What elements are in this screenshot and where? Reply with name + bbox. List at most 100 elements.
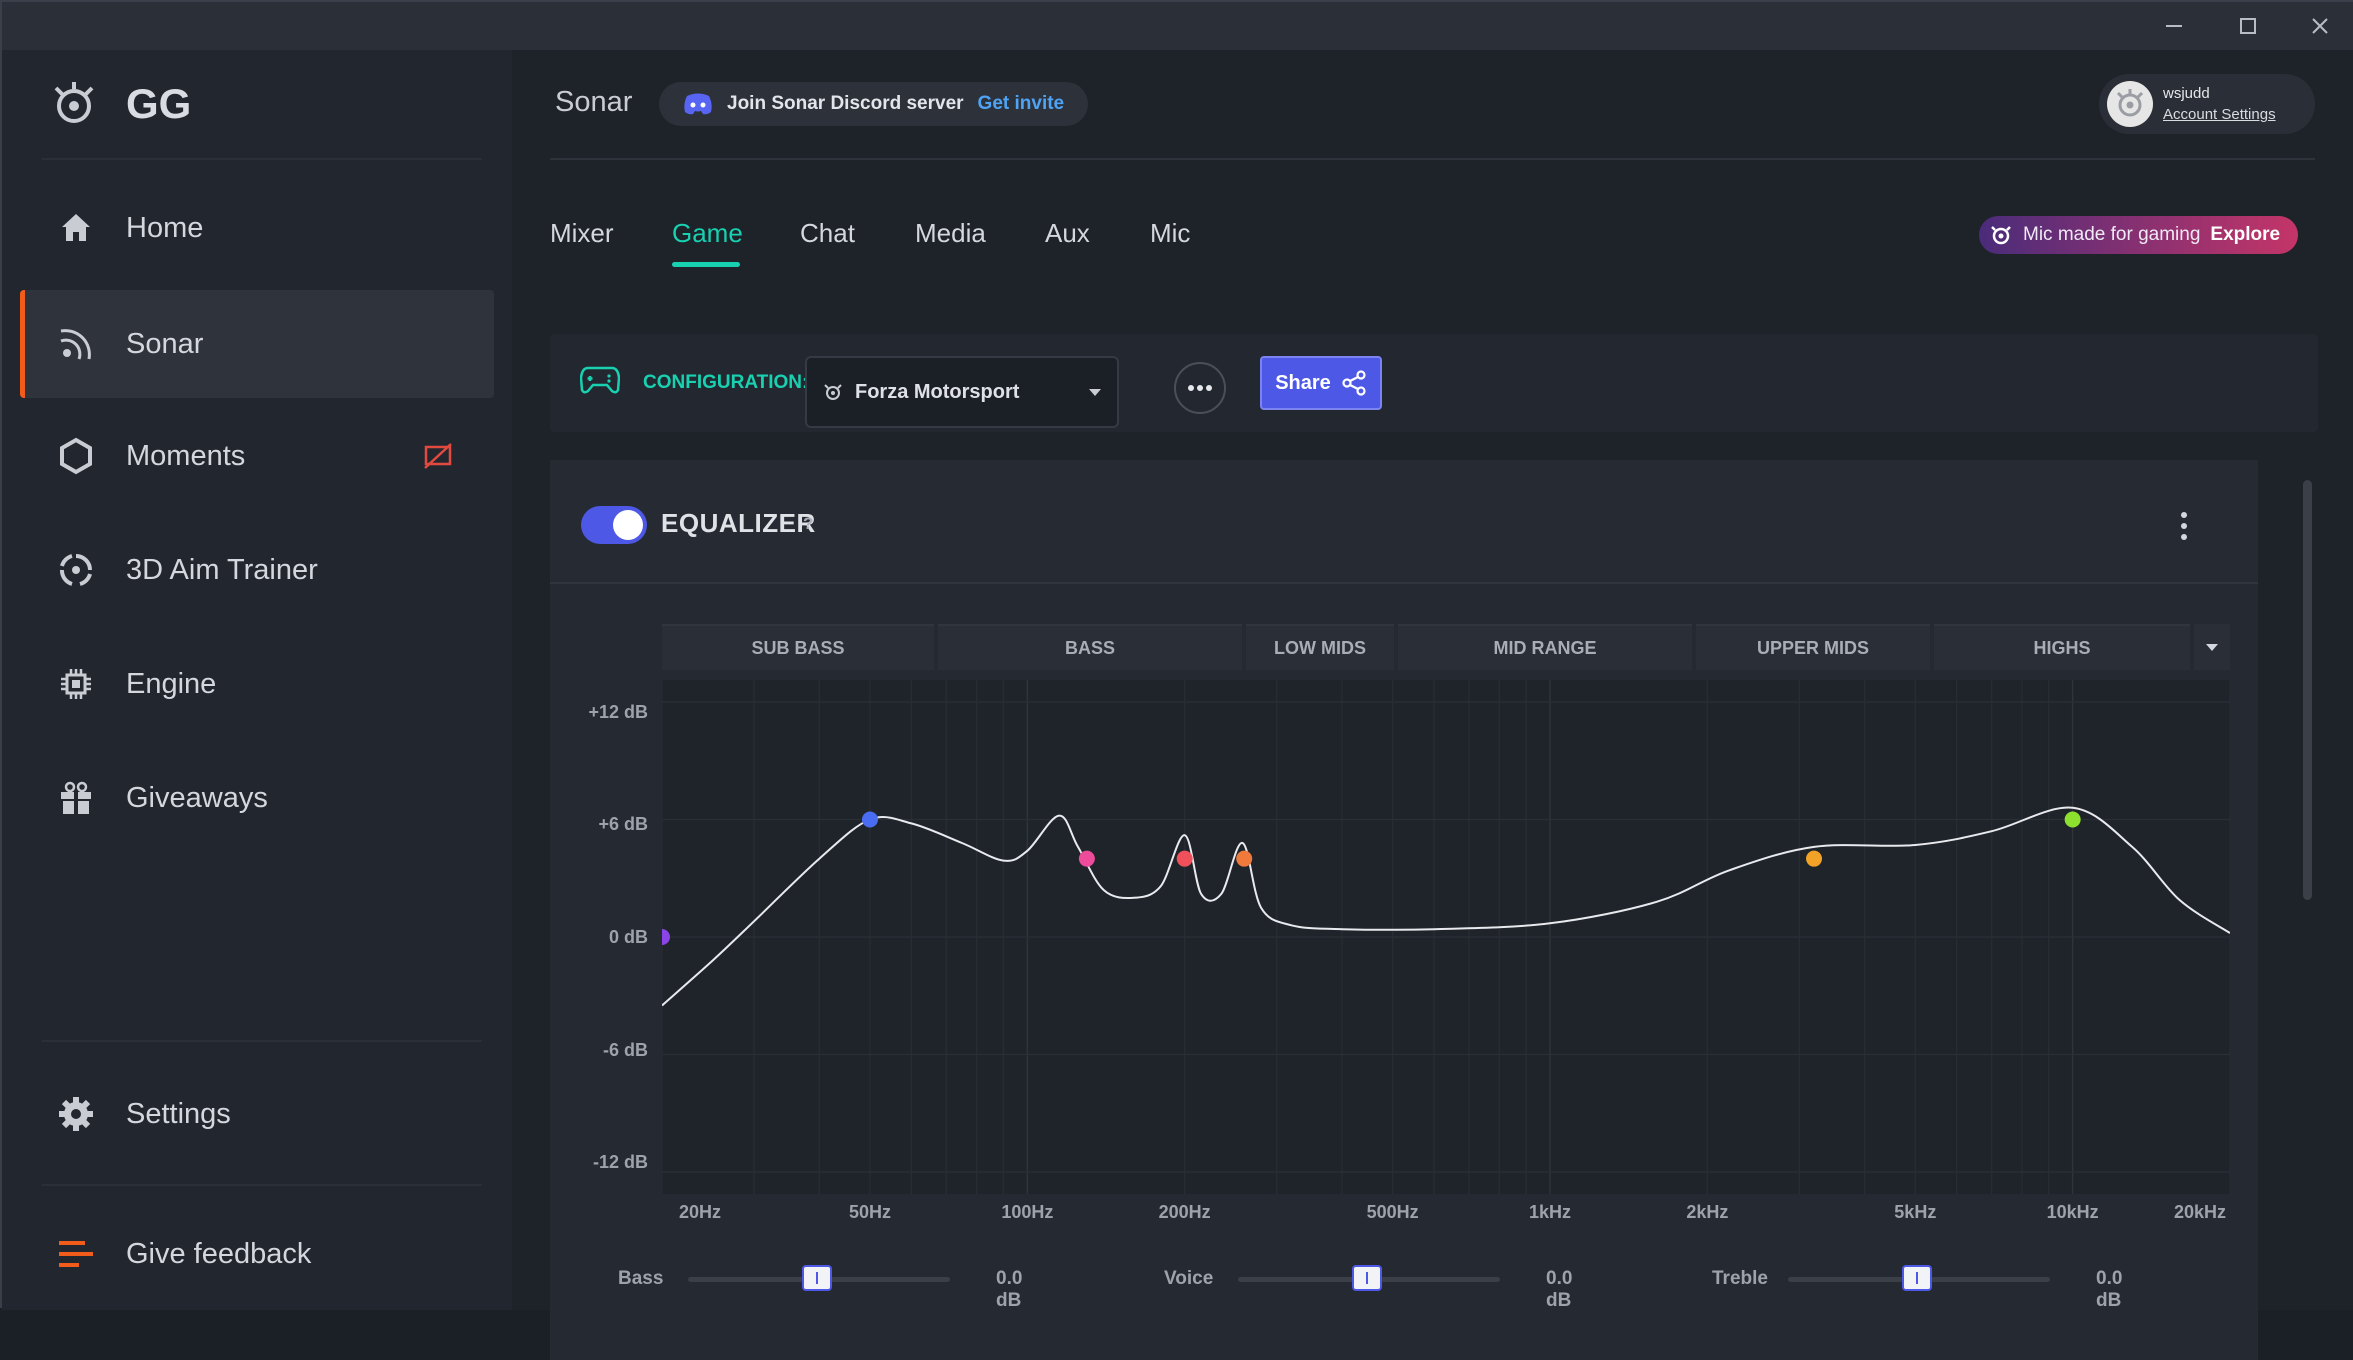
record-off-icon: [422, 440, 454, 480]
sidebar-item-label: Home: [126, 211, 204, 244]
gamepad-icon: [580, 366, 620, 394]
bands-dropdown-button[interactable]: [2194, 624, 2230, 670]
sidebar-item-sonar[interactable]: Sonar: [20, 290, 494, 398]
sidebar-divider: [42, 158, 482, 160]
x-tick-label: 20Hz: [678, 1202, 722, 1222]
minimize-icon[interactable]: [2148, 8, 2200, 44]
sidebar-item-3d-aim-trainer[interactable]: 3D Aim Trainer: [20, 516, 494, 624]
sidebar-item-home[interactable]: Home: [20, 174, 494, 282]
eq-control-point[interactable]: [662, 929, 670, 945]
x-tick-label: 200Hz: [1158, 1202, 1211, 1222]
sidebar-item-label: Settings: [126, 1097, 231, 1130]
sidebar-item-engine[interactable]: Engine: [20, 630, 494, 738]
tab-chat[interactable]: Chat: [800, 218, 855, 248]
share-button[interactable]: Share: [1260, 356, 1382, 410]
steelseries-promo-icon: [1991, 226, 2011, 245]
get-invite-link[interactable]: Get invite: [977, 93, 1065, 114]
sidebar-item-label: 3D Aim Trainer: [126, 553, 318, 586]
avatar: [2107, 81, 2153, 127]
chip-icon: [56, 664, 96, 704]
band-highs[interactable]: HIGHS: [1934, 624, 2190, 670]
equalizer-chart[interactable]: [662, 680, 2230, 1194]
sidebar-item-label: Sonar: [126, 327, 204, 360]
help-icon[interactable]: ?: [803, 514, 814, 533]
scrollbar-thumb[interactable]: [2303, 480, 2312, 900]
configuration-select[interactable]: Forza Motorsport: [805, 356, 1119, 428]
steelseries-avatar-icon: [2116, 89, 2144, 117]
scrollbar[interactable]: [2300, 432, 2314, 1310]
account-settings-link[interactable]: Account Settings: [2163, 106, 2276, 123]
eq-control-point[interactable]: [2064, 811, 2081, 828]
band-mid-range[interactable]: MID RANGE: [1398, 624, 1692, 670]
equalizer-menu-button[interactable]: [2160, 502, 2208, 550]
sidebar-item-label: Giveaways: [126, 781, 268, 814]
slider-thumb[interactable]: [1902, 1265, 1932, 1291]
mic-promo-banner[interactable]: Mic made for gaming Explore: [1979, 216, 2299, 254]
band-sub-bass[interactable]: SUB BASS: [662, 624, 934, 670]
eq-curve: [662, 806, 2230, 1007]
sidebar-divider: [42, 1184, 482, 1186]
toggle-knob: [613, 510, 643, 540]
header-divider: [550, 158, 2315, 160]
band-upper-mids[interactable]: UPPER MIDS: [1696, 624, 1930, 670]
band-low-mids[interactable]: LOW MIDS: [1246, 624, 1394, 670]
maximize-icon[interactable]: [2222, 8, 2274, 44]
account-username: wsjudd: [2163, 85, 2210, 102]
steelseries-logo-icon: [54, 82, 94, 123]
slider-label: Voice: [1164, 1268, 1214, 1289]
sidebar-item-label: Engine: [126, 667, 217, 700]
configuration-label: CONFIGURATION:: [643, 372, 809, 393]
y-tick-label: +6 dB: [598, 814, 648, 834]
x-tick-label: 10kHz: [2046, 1202, 2099, 1222]
slider-thumb[interactable]: [802, 1265, 832, 1291]
discord-banner[interactable]: Join Sonar Discord server Get invite: [659, 82, 1089, 126]
tab-media[interactable]: Media: [915, 218, 986, 248]
sidebar-item-giveaways[interactable]: Giveaways: [20, 744, 494, 852]
tab-aux[interactable]: Aux: [1045, 218, 1090, 248]
eq-control-point[interactable]: [861, 811, 878, 828]
crosshair-icon: [56, 550, 96, 590]
explore-link[interactable]: Explore: [2210, 224, 2281, 245]
ellipsis-icon: [1188, 385, 1212, 391]
feedback-icon: [56, 1234, 96, 1274]
chevron-down-icon: [2206, 644, 2218, 651]
equalizer-toggle[interactable]: [581, 506, 647, 544]
logo-text: GG: [126, 80, 192, 127]
sidebar-item-moments[interactable]: Moments: [20, 402, 494, 510]
home-icon: [56, 208, 96, 248]
sidebar-item-label: Give feedback: [126, 1237, 312, 1270]
eq-control-point[interactable]: [1236, 850, 1253, 867]
sidebar-item-settings[interactable]: Settings: [20, 1060, 494, 1168]
eq-control-point[interactable]: [1176, 850, 1193, 867]
slider-label: Treble: [1712, 1268, 1768, 1289]
tab-mixer[interactable]: Mixer: [550, 218, 614, 248]
chevron-down-icon: [1089, 389, 1101, 396]
close-icon[interactable]: [2294, 8, 2346, 44]
account-menu[interactable]: wsjudd Account Settings: [2099, 74, 2315, 134]
app-logo[interactable]: GG: [50, 80, 191, 128]
slider-thumb[interactable]: [1352, 1265, 1382, 1291]
more-options-button[interactable]: [1174, 362, 1226, 414]
x-tick-label: 50Hz: [848, 1202, 891, 1222]
discord-text: Join Sonar Discord server: [727, 93, 964, 114]
slider-value: 0.0 dB: [996, 1268, 1023, 1311]
x-tick-label: 500Hz: [1366, 1202, 1419, 1222]
slider-label: Bass: [618, 1268, 664, 1289]
sidebar-item-label: Moments: [126, 439, 246, 472]
eq-control-point[interactable]: [1078, 850, 1095, 867]
x-tick-label: 1kHz: [1528, 1202, 1571, 1222]
sonar-icon: [56, 324, 96, 364]
y-tick-label: -6 dB: [603, 1040, 648, 1060]
share-label: Share: [1275, 371, 1331, 394]
tab-game[interactable]: Game: [672, 218, 743, 248]
tab-mic[interactable]: Mic: [1150, 218, 1191, 248]
x-tick-label: 5kHz: [1894, 1202, 1937, 1222]
configuration-bar: CONFIGURATION: Forza Motorsport: [550, 334, 2318, 432]
steelseries-config-icon: [824, 384, 842, 400]
promo-text: Mic made for gaming: [2023, 224, 2201, 245]
gear-icon: [56, 1094, 96, 1134]
sidebar-item-give-feedback[interactable]: Give feedback: [20, 1200, 494, 1308]
eq-control-point[interactable]: [1806, 850, 1823, 867]
band-bass[interactable]: BASS: [938, 624, 1242, 670]
